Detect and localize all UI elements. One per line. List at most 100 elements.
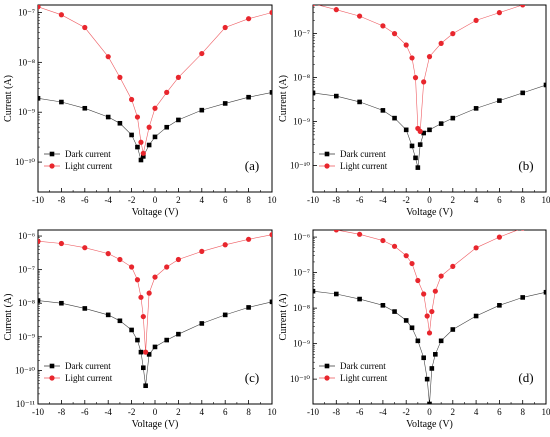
x-tick-label: 2 [451,407,456,417]
y-tick-label: 10⁻⁸ [293,303,310,313]
data-point [134,114,141,120]
data-point [391,243,398,249]
data-point [222,312,228,318]
series-dark-current [38,90,272,163]
data-point [392,309,397,314]
data-point [409,55,415,61]
data-point [409,260,415,267]
data-point [176,331,181,337]
data-point [269,232,272,238]
data-point [135,144,140,150]
data-point [152,274,158,280]
x-tick-label: 2 [176,195,181,205]
x-tick-label: 0 [153,407,158,417]
data-point [334,93,339,99]
data-point [313,90,316,96]
series-line [317,5,524,133]
data-point [334,291,339,297]
data-point [246,16,252,22]
data-point [82,306,88,311]
y-tick-label: 10⁻⁶ [293,232,310,242]
chart-panel-1: -10 -8 -6 -4 -2 0 2 4 6 8 10 10⁻¹⁰ 10⁻⁹ 10⁻⁸ 10⁻⁷ Volta… [3,4,277,218]
data-point [520,295,525,300]
data-point [222,101,228,106]
x-tick-label: 8 [246,407,251,417]
data-point [403,127,409,133]
data-point [380,303,386,308]
x-tick-label: 4 [200,195,205,205]
series-line [38,6,272,154]
data-point [146,124,152,130]
data-point [134,277,141,283]
series-dark-current [38,298,272,389]
data-point [135,337,140,343]
data-point [409,325,415,331]
data-point [403,318,409,323]
legend-label: Dark current [340,361,386,371]
data-point [138,157,144,163]
x-tick-label: -6 [81,407,89,417]
data-point [82,245,88,251]
y-tick-label: 10⁻⁷ [18,265,35,275]
y-tick-label: 10⁻⁸ [18,298,35,308]
panel-label: (c) [245,370,259,385]
y-tick-label: 10⁻⁹ [18,332,35,342]
data-point [117,318,123,324]
x-tick-label: 2 [451,195,456,205]
x-tick-label: 8 [246,195,251,205]
data-point [415,277,421,284]
data-point [59,300,64,306]
data-point [222,242,228,248]
data-point [421,79,427,85]
data-point [520,230,525,231]
data-point [417,142,423,147]
data-point [199,321,205,326]
data-point [496,234,502,240]
data-point [117,74,123,80]
data-point [82,105,88,111]
chart-panel-3: -10 -8 -6 -4 -2 0 2 4 6 8 10 10⁻¹¹ 10⁻¹⁰ 10⁻⁹ 10⁻⁸ 10⁻⁷… [3,229,277,430]
x-tick-label: -10 [307,407,319,417]
data-point [403,253,409,259]
data-point [426,330,433,336]
data-point [424,313,430,319]
data-point [38,238,41,244]
x-tick-label: 4 [200,407,205,417]
data-point [140,150,146,156]
x-tick-label: 10 [542,195,550,205]
legend-marker [49,163,55,169]
data-point [473,17,479,23]
y-tick-label: 10⁻¹⁰ [15,365,35,375]
data-point [415,165,421,170]
series-light-current [313,5,526,134]
data-point [543,219,548,224]
y-tick-label: 10⁻⁷ [293,268,310,278]
data-point [310,224,315,229]
data-point [496,10,502,16]
data-point [105,312,111,318]
x-tick-label: 4 [474,195,479,205]
series-light-current [38,5,272,156]
x-tick-label: -6 [81,195,89,205]
y-tick-label: 10⁻⁷ [293,29,310,39]
data-point [146,290,152,296]
y-tick-label: 10⁻⁹ [293,117,310,127]
data-point [82,24,88,31]
data-point [497,303,502,308]
legend-label: Light current [65,161,113,171]
data-point [450,263,456,269]
panel-label: (a) [245,158,259,173]
data-point [199,248,205,254]
x-axis-label: Voltage (V) [406,207,453,218]
x-tick-label: 6 [497,195,502,205]
data-point [152,134,158,140]
data-point [427,127,432,133]
data-point [246,305,251,310]
data-point [333,230,339,233]
x-tick-label: -2 [128,407,136,417]
series-dark-current [313,288,546,404]
data-point [58,240,64,247]
data-point [175,256,181,263]
y-tick-label: 10⁻¹⁰ [15,157,35,167]
data-point [269,9,272,16]
